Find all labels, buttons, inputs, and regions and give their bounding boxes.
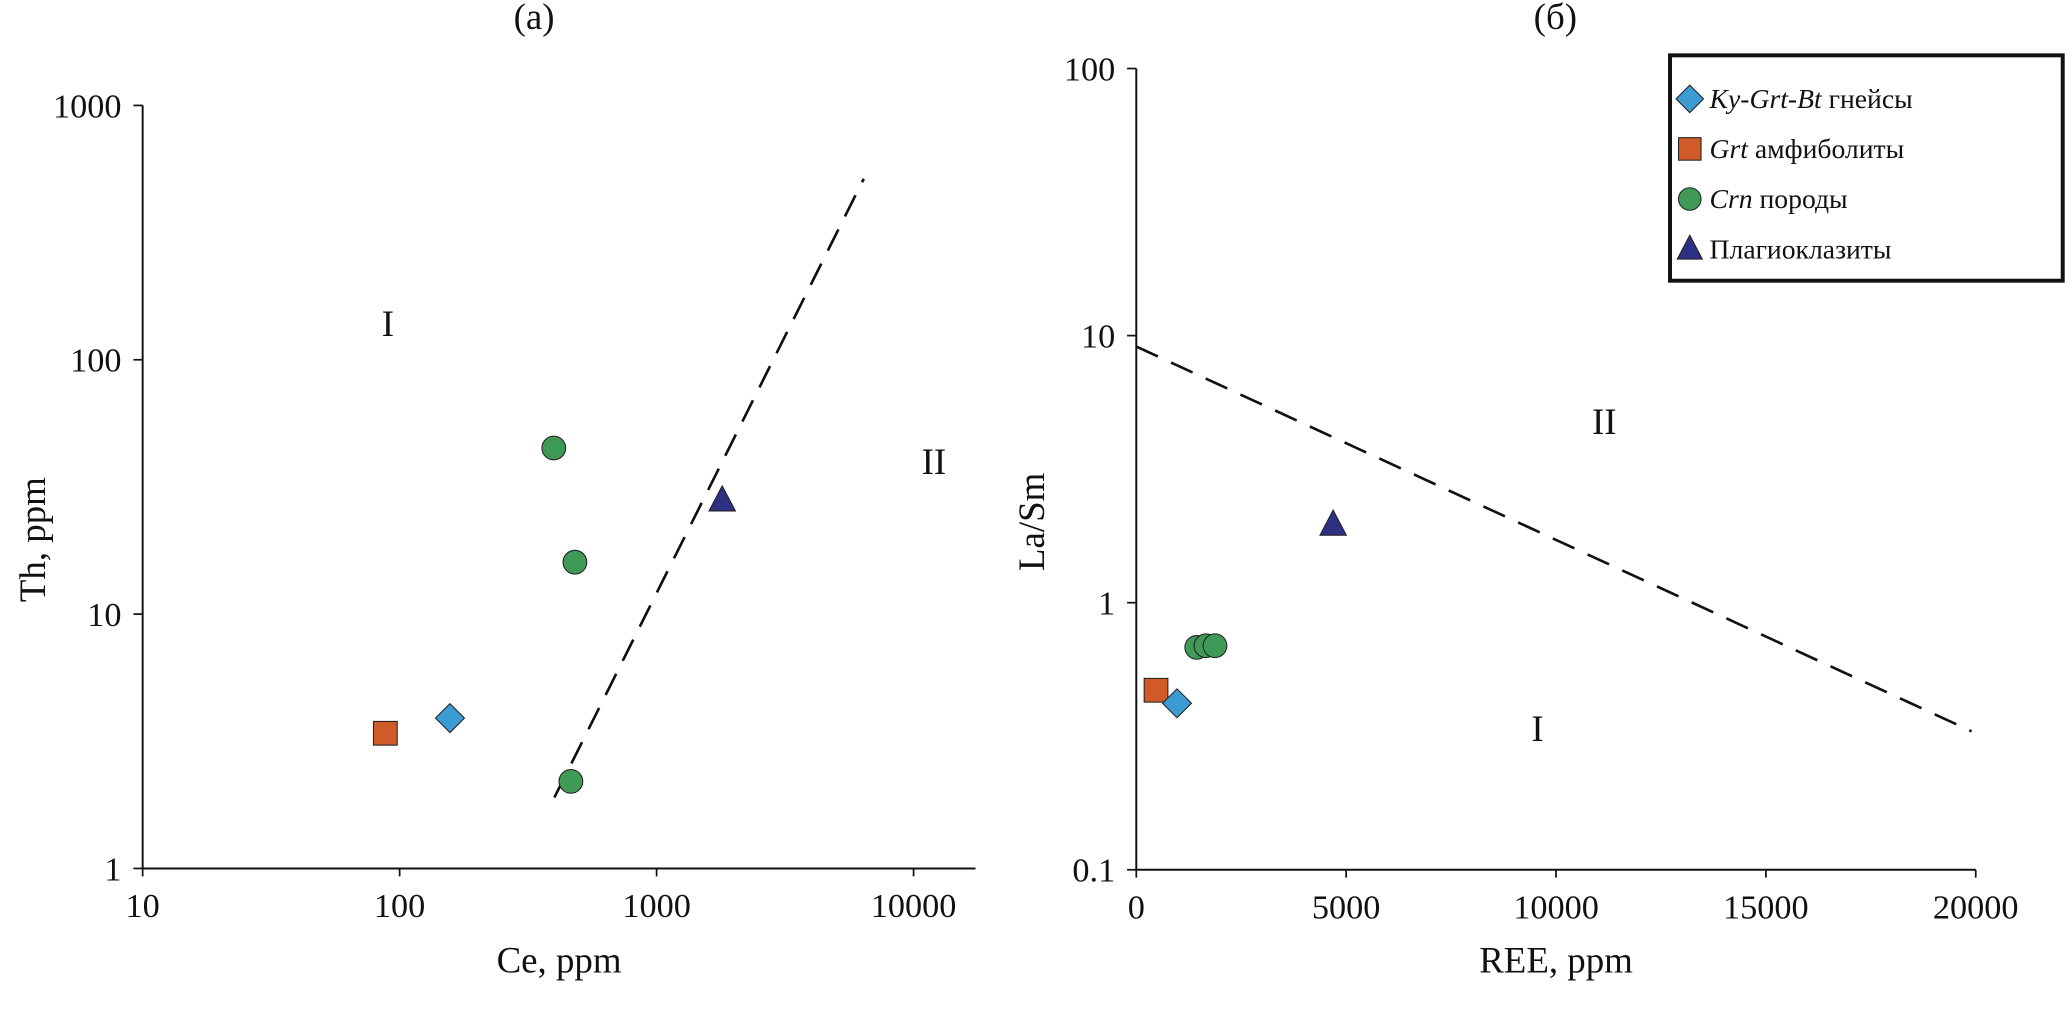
- legend-label: Crn породы: [1710, 183, 1848, 214]
- panel-title: (б): [1534, 0, 1577, 38]
- legend-label-text: Плагиоклазиты: [1710, 233, 1892, 264]
- legend-box: [1668, 53, 2065, 283]
- x-tick-label: 15000: [1723, 889, 1809, 927]
- y-tick-label: 0.1: [1072, 852, 1115, 890]
- x-tick-label: 10000: [1513, 889, 1599, 927]
- legend-marker-diamond: [1675, 84, 1705, 114]
- y-tick-label: 10: [1081, 317, 1115, 355]
- data-point-triangle: [708, 484, 737, 512]
- x-tick-label: 20000: [1933, 889, 2019, 927]
- y-tick-label: 1: [1098, 585, 1115, 623]
- legend-label: Ky-Grt-Bt гнейсы: [1709, 83, 1913, 114]
- x-tick-label: 100: [374, 887, 425, 925]
- legend-label-text: амфиболиты: [1748, 133, 1904, 164]
- panel-title: (a): [514, 0, 555, 38]
- y-tick-label: 100: [70, 342, 121, 380]
- x-tick-label: 10000: [871, 887, 957, 925]
- legend-label-text: гнейсы: [1822, 83, 1913, 114]
- legend-label-text: породы: [1753, 183, 1848, 214]
- chart-b: 0 5000 10000 15000 20000 0.1 1 10 100 (б) REE, ppm…: [1011, 0, 2019, 981]
- x-axis-label: REE, ppm: [1479, 940, 1633, 981]
- legend-marker-square: [1677, 137, 1702, 161]
- region-label: I: [382, 303, 394, 344]
- y-tick-label: 10: [87, 596, 121, 634]
- legend-label: Плагиоклазиты: [1710, 233, 1892, 264]
- data-point-triangle: [1319, 509, 1348, 536]
- y-tick-label: 1000: [53, 87, 122, 125]
- x-tick-label: 5000: [1312, 889, 1381, 927]
- boundary-dashed-line: [553, 178, 865, 799]
- legend-label-italic: Grt: [1710, 133, 1750, 164]
- y-tick-label: 1: [104, 850, 121, 888]
- region-label: I: [1531, 708, 1543, 749]
- x-tick-label: 1000: [622, 887, 691, 925]
- x-axis-label: Ce, ppm: [497, 940, 622, 981]
- x-tick-label: 10: [126, 887, 160, 925]
- legend: Ky-Grt-Bt гнейсы Grt амфиболиты Crn породы…: [1668, 53, 2065, 283]
- data-point-circle: [1202, 633, 1228, 659]
- boundary-dashed-line: [1135, 345, 1973, 733]
- region-label: II: [922, 441, 947, 482]
- data-point-circle: [558, 768, 584, 794]
- y-axis-label: La/Sm: [1011, 472, 1052, 571]
- data-point-square: [372, 720, 398, 746]
- x-tick-label: 0: [1128, 889, 1145, 927]
- data-point-circle: [562, 549, 588, 575]
- y-tick-label: 100: [1064, 50, 1115, 88]
- legend-label-italic: Ky-Grt-Bt: [1709, 83, 1823, 114]
- legend-marker-circle: [1677, 187, 1702, 211]
- legend-label: Grt амфиболиты: [1710, 133, 1905, 164]
- legend-marker-triangle: [1676, 234, 1704, 260]
- legend-label-italic: Crn: [1710, 183, 1753, 214]
- region-label: II: [1592, 401, 1617, 442]
- data-point-diamond: [434, 702, 466, 734]
- data-point-diamond: [1161, 688, 1193, 719]
- data-point-square: [1143, 677, 1169, 703]
- data-point-circle: [541, 435, 567, 461]
- y-axis-label: Th, ppm: [12, 477, 53, 602]
